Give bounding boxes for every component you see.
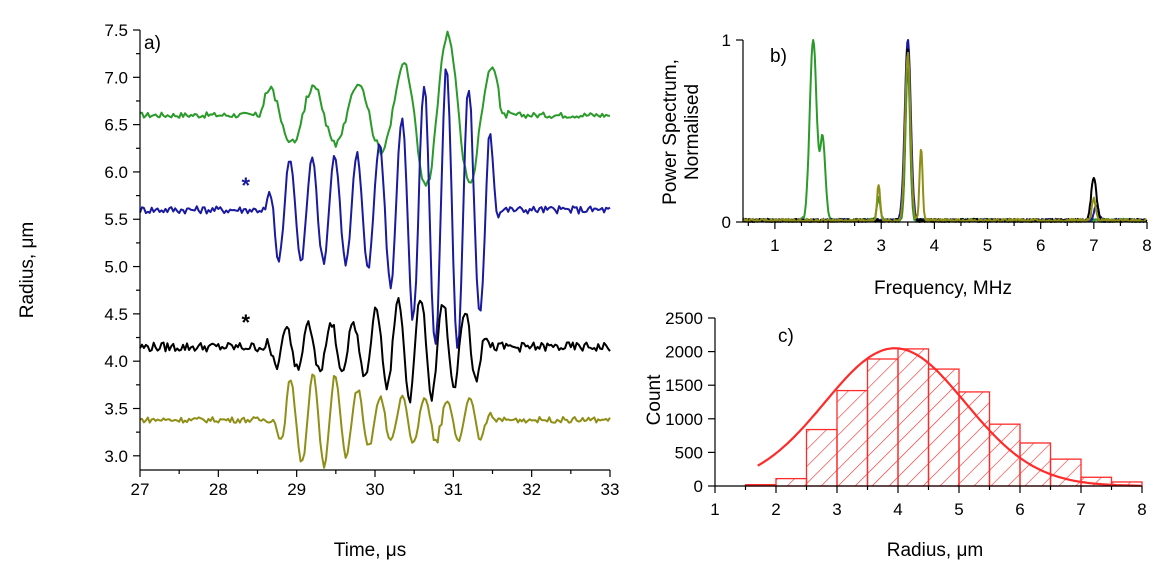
chart-a-x-tick-label: 27: [131, 480, 150, 499]
chart-c-y-tick-label: 2000: [665, 343, 703, 362]
chart-a-y-tick-label: 5.0: [104, 258, 128, 277]
chart-b-y-tick-label: 0: [722, 213, 731, 232]
chart-b-x-tick-label: 6: [1036, 236, 1045, 255]
chart-c-x-tick-label: 2: [771, 500, 780, 519]
chart-b-y-axis-title-line2: Normalised: [682, 84, 703, 180]
chart-a-y-tick-label: 5.5: [104, 210, 128, 229]
chart-c-y-tick-label: 1500: [665, 376, 703, 395]
chart-a-annotation-star-1: *: [241, 173, 250, 198]
chart-a-y-tick-label: 3.5: [104, 399, 128, 418]
chart-c-x-tick-label: 8: [1137, 500, 1146, 519]
chart-c-histogram-bar: [868, 359, 899, 486]
chart-a-x-axis-title: Time, μs: [334, 540, 407, 561]
chart-c-x-tick-label: 4: [893, 500, 902, 519]
chart-a-y-tick-label: 7.0: [104, 68, 128, 87]
chart-c-x-tick-label: 5: [954, 500, 963, 519]
chart-c-x-tick-label: 3: [832, 500, 841, 519]
chart-b-x-tick-label: 4: [930, 236, 939, 255]
chart-b-series-group: [743, 40, 1147, 222]
chart-c-panel-label: c): [778, 326, 794, 347]
chart-c: 1 2 3 4 5 6 7 8 0 500 1000 1500 2000 2500 c) Radius, …: [644, 309, 1147, 561]
chart-c-y-tick-label: 2500: [665, 309, 703, 328]
chart-b-y-tick-label: 1: [722, 31, 731, 50]
chart-c-y-axis-title: Count: [644, 374, 665, 425]
chart-c-y-tick-label: 500: [675, 443, 703, 462]
chart-c-x-tick-label: 1: [710, 500, 719, 519]
chart-b-x-axis-title: Frequency, MHz: [874, 278, 1012, 299]
chart-a-axes: 27 28 29 30 31 32 33 3.0 3.5 4.0 4.5 5.0 5.5 6.0 6.5 7.…: [104, 21, 619, 499]
chart-b-series-1-line: [743, 40, 1147, 222]
chart-b-x-tick-label: 5: [983, 236, 992, 255]
chart-c-y-tick-label: 0: [694, 477, 703, 496]
chart-a-y-tick-label: 3.0: [104, 447, 128, 466]
chart-c-histogram-bar: [959, 392, 990, 486]
chart-a-x-tick-label: 30: [366, 480, 385, 499]
chart-a-y-tick-label: 7.5: [104, 21, 128, 40]
chart-b-x-tick-label: 8: [1142, 236, 1151, 255]
chart-a-y-tick-label: 6.0: [104, 163, 128, 182]
chart-a-annotation-star-2: *: [241, 310, 250, 335]
chart-a-y-axis-title: Radius, μm: [17, 222, 38, 318]
chart-a-x-tick-label: 28: [209, 480, 228, 499]
chart-a-x-tick-label: 33: [601, 480, 620, 499]
chart-b-series-4-line: [743, 53, 1147, 222]
chart-a: 27 28 29 30 31 32 33 3.0 3.5 4.0 4.5 5.0 5.5 6.0 6.5 7.…: [17, 21, 619, 561]
chart-b-x-tick-label: 2: [823, 236, 832, 255]
chart-a-series-1-line: [140, 32, 610, 186]
chart-b: 1 2 3 4 5 6 7 8 0 1 b) Frequency, MHz Power Spect…: [660, 31, 1152, 299]
chart-b-panel-label: b): [770, 46, 787, 67]
chart-a-x-tick-label: 29: [287, 480, 306, 499]
chart-a-series-3-line: [140, 298, 610, 403]
chart-a-x-tick-label: 32: [522, 480, 541, 499]
chart-c-x-axis-title: Radius, μm: [887, 540, 983, 561]
chart-a-panel-label: a): [144, 33, 161, 54]
chart-a-y-tick-label: 6.5: [104, 116, 128, 135]
chart-b-x-tick-label: 7: [1089, 236, 1098, 255]
chart-c-histogram-bar: [776, 479, 807, 486]
chart-c-x-tick-label: 6: [1015, 500, 1024, 519]
chart-b-series-2-line: [743, 40, 1147, 222]
chart-c-y-tick-label: 1000: [665, 410, 703, 429]
chart-a-series-group: [140, 32, 610, 468]
chart-b-series-3-line: [743, 50, 1147, 223]
chart-a-y-tick-label: 4.0: [104, 352, 128, 371]
chart-c-histogram-bar: [837, 391, 868, 486]
chart-b-y-axis-title-line1: Power Spectrum,: [660, 59, 681, 205]
chart-c-histogram-bar: [807, 430, 838, 486]
chart-b-x-tick-label: 3: [876, 236, 885, 255]
chart-c-histogram-bar: [929, 369, 960, 486]
chart-c-bars-group: [746, 349, 1143, 486]
chart-a-series-2-line: [140, 69, 610, 347]
chart-a-y-tick-label: 4.5: [104, 305, 128, 324]
chart-b-x-tick-label: 1: [770, 236, 779, 255]
chart-c-histogram-bar: [898, 349, 929, 486]
chart-a-x-tick-label: 31: [444, 480, 463, 499]
chart-a-series-4-line: [140, 375, 610, 468]
chart-c-x-tick-label: 7: [1076, 500, 1085, 519]
chart-c-histogram-bar: [1020, 443, 1051, 486]
